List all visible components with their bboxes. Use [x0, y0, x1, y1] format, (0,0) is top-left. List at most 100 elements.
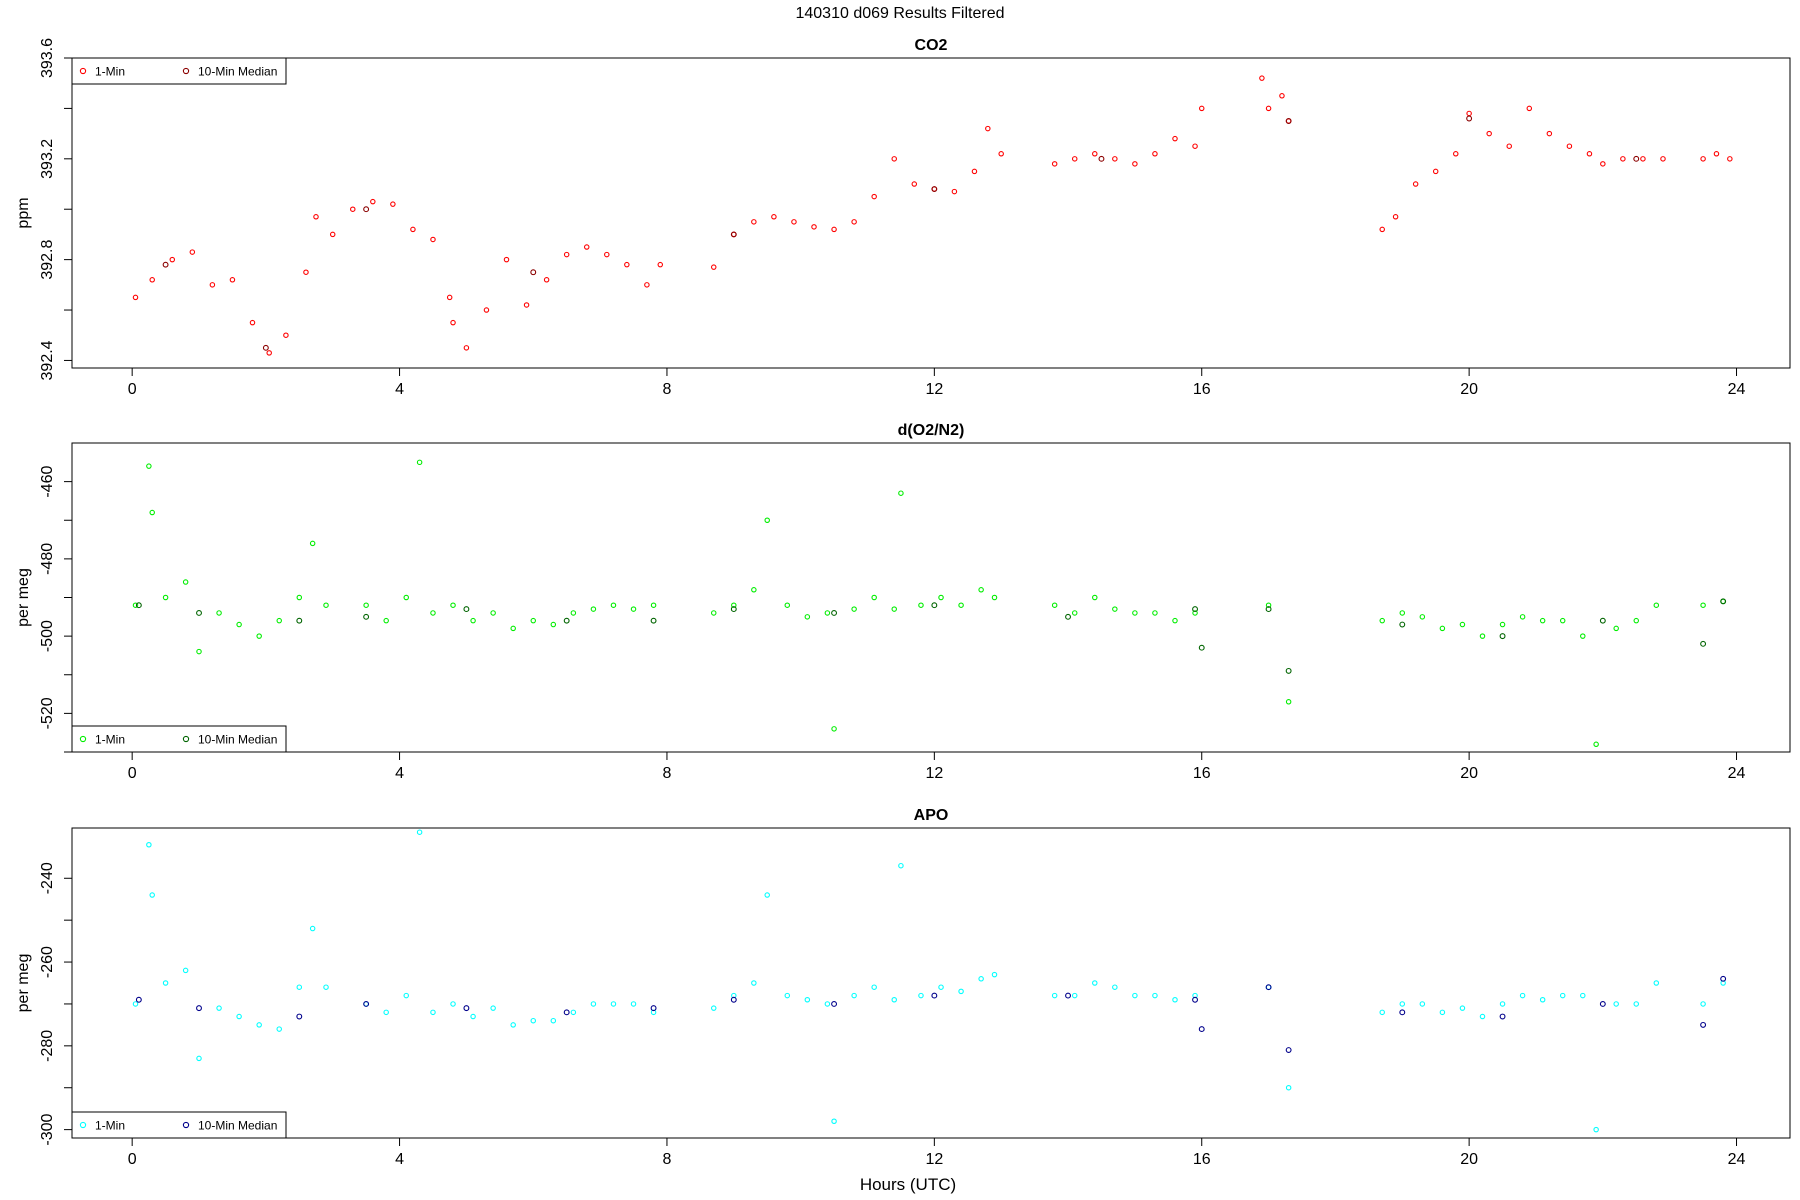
series-one-min: [132, 829, 1726, 1133]
data-point: [1539, 997, 1546, 1003]
data-point: [1419, 614, 1426, 620]
data-point: [1285, 1084, 1292, 1091]
data-point: [978, 587, 984, 593]
data-point: [510, 625, 516, 632]
data-point: [550, 621, 557, 628]
data-point: [1152, 151, 1158, 157]
data-point: [730, 606, 737, 613]
x-tick-label: 20: [1460, 765, 1478, 782]
data-point: [931, 992, 938, 999]
data-point: [470, 617, 476, 624]
data-point: [416, 459, 423, 466]
data-point: [303, 269, 309, 275]
data-point: [135, 996, 142, 1003]
data-point: [1586, 151, 1593, 157]
data-point: [630, 606, 637, 612]
series-ten-min-median: [162, 115, 1640, 351]
data-point: [1285, 667, 1292, 674]
data-point: [751, 219, 757, 225]
data-point: [196, 609, 202, 616]
data-point: [132, 602, 139, 608]
legend-label: 10-Min Median: [198, 733, 277, 747]
data-point: [1198, 644, 1205, 651]
data-point: [831, 1118, 837, 1124]
data-point: [1112, 984, 1118, 990]
data-point: [162, 261, 169, 268]
legend-box: [71, 725, 287, 753]
series-one-min: [132, 75, 1733, 356]
x-tick-label: 12: [925, 765, 943, 782]
data-point: [811, 224, 817, 230]
data-point: [1600, 161, 1606, 167]
data-point: [951, 188, 958, 195]
x-tick-label: 20: [1460, 1151, 1478, 1168]
data-point: [430, 1009, 436, 1016]
data-point: [1519, 992, 1526, 999]
data-point: [276, 617, 282, 624]
data-point: [931, 602, 938, 609]
data-point: [135, 602, 142, 609]
data-point: [624, 261, 630, 268]
legend-box: [71, 57, 287, 85]
data-point: [791, 219, 797, 225]
data-point: [169, 256, 176, 263]
data-point: [1132, 610, 1138, 616]
data-point: [898, 490, 904, 496]
data-point: [296, 594, 303, 601]
data-point: [1633, 155, 1640, 162]
x-tick-label: 8: [662, 765, 671, 782]
data-point: [1700, 1001, 1706, 1007]
data-point: [1172, 617, 1178, 624]
data-point: [1112, 156, 1118, 162]
data-point: [1727, 156, 1733, 162]
legend: 1-Min 10-Min Median: [71, 57, 287, 85]
y-tick-label: 392.8: [39, 240, 56, 280]
legend: 1-Min 10-Min Median: [71, 725, 287, 753]
data-point: [1633, 617, 1639, 624]
data-point: [1613, 625, 1619, 632]
data-point: [490, 1005, 496, 1011]
data-point: [523, 302, 530, 308]
data-point: [1439, 625, 1446, 632]
data-point: [657, 261, 664, 268]
y-tick-label: 393.6: [39, 38, 56, 78]
data-point: [1700, 640, 1707, 647]
legend-marker: [182, 67, 190, 75]
data-point: [1720, 598, 1727, 605]
data-point: [1285, 1047, 1292, 1053]
legend-marker: [182, 1121, 190, 1129]
data-point: [216, 610, 222, 616]
data-point: [710, 1005, 717, 1011]
legend-marker: [79, 1121, 87, 1129]
data-point: [751, 980, 757, 986]
data-point: [563, 251, 570, 258]
data-point: [891, 156, 897, 162]
data-point: [1092, 980, 1098, 986]
data-point: [1051, 602, 1058, 608]
data-point: [1539, 617, 1546, 624]
data-point: [1259, 75, 1265, 81]
data-point: [132, 1001, 139, 1007]
data-point: [1713, 151, 1720, 157]
x-tick-label: 0: [128, 381, 137, 398]
data-point: [1198, 1026, 1205, 1033]
data-point: [1559, 992, 1566, 999]
data-point: [804, 997, 811, 1003]
data-point: [1399, 610, 1406, 616]
y-axis-label: per meg: [15, 954, 32, 1013]
x-tick-label: 8: [662, 1151, 671, 1168]
data-point: [1566, 143, 1573, 149]
data-point: [296, 617, 303, 624]
data-point: [650, 617, 657, 624]
x-tick-label: 4: [395, 765, 404, 782]
data-point: [991, 971, 998, 978]
data-point: [1599, 617, 1606, 624]
data-point: [938, 984, 944, 990]
data-point: [483, 307, 490, 313]
data-point: [1459, 621, 1466, 628]
y-axis-label: per meg: [15, 568, 32, 627]
data-point: [1065, 613, 1071, 620]
data-point: [276, 1026, 282, 1032]
data-point: [1613, 1001, 1619, 1007]
data-point: [918, 602, 924, 608]
